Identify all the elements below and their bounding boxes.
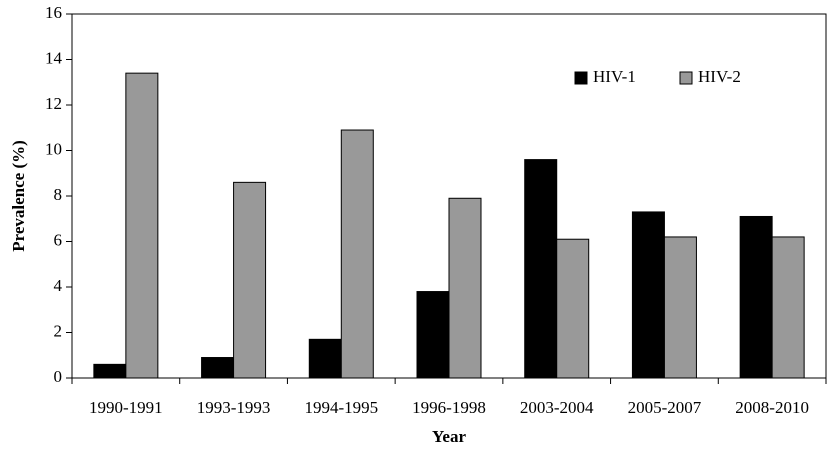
x-axis-label: Year xyxy=(432,427,466,446)
y-tick-label: 6 xyxy=(54,230,63,249)
y-tick-label: 0 xyxy=(54,367,63,386)
y-tick-label: 12 xyxy=(45,94,62,113)
bar xyxy=(201,357,235,379)
y-tick-label: 8 xyxy=(54,185,63,204)
x-tick-label: 2003-2004 xyxy=(520,398,594,417)
bar xyxy=(663,236,697,379)
x-tick-label: 2005-2007 xyxy=(628,398,702,417)
y-tick-label: 4 xyxy=(54,276,63,295)
legend-swatch xyxy=(679,71,693,85)
y-tick-label: 10 xyxy=(45,139,62,158)
x-tick-label: 2008-2010 xyxy=(735,398,809,417)
legend-label: HIV-1 xyxy=(593,67,636,86)
x-tick-label: 1996-1998 xyxy=(412,398,486,417)
bar xyxy=(448,197,482,379)
bar xyxy=(125,72,159,379)
legend-label: HIV-2 xyxy=(698,67,741,86)
y-tick-label: 2 xyxy=(54,321,63,340)
bar xyxy=(233,181,267,379)
y-tick-label: 14 xyxy=(45,48,63,67)
bar xyxy=(771,236,805,379)
bar xyxy=(308,338,342,379)
bar xyxy=(93,363,127,379)
x-tick-label: 1994-1995 xyxy=(304,398,378,417)
x-tick-label: 1993-1993 xyxy=(197,398,271,417)
bar xyxy=(416,291,450,379)
y-axis-label: Prevalence (%) xyxy=(9,140,28,252)
bar xyxy=(631,211,665,379)
bar xyxy=(524,159,558,379)
x-tick-label: 1990-1991 xyxy=(89,398,163,417)
y-tick-label: 16 xyxy=(45,3,62,22)
legend-swatch xyxy=(574,71,588,85)
bar xyxy=(556,238,590,379)
bar xyxy=(340,129,374,379)
bar xyxy=(739,215,773,379)
